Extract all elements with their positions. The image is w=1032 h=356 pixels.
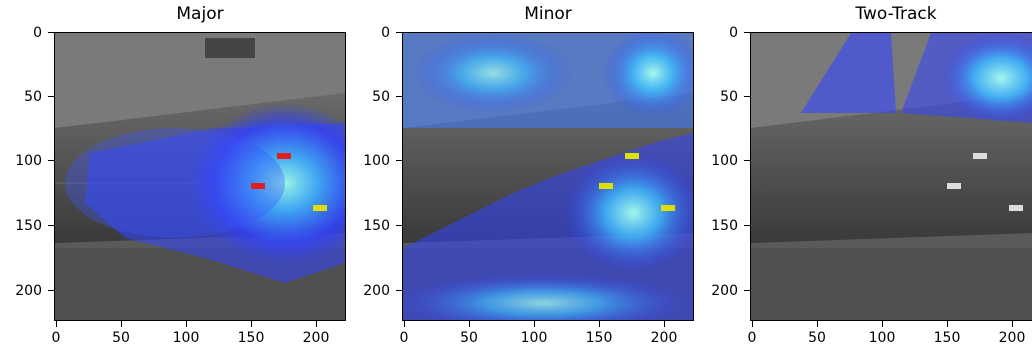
x-tick-label: 0 [51, 330, 61, 346]
x-tick-label: 100 [868, 330, 896, 346]
x-tick-label: 100 [172, 330, 200, 346]
x-tick-label: 50 [460, 330, 478, 346]
y-tick-label: 0 [729, 25, 738, 41]
x-tick-label: 200 [302, 330, 330, 346]
y-tick-label: 200 [711, 283, 738, 299]
x-tick-label: 0 [399, 330, 409, 346]
y-tick-label: 0 [381, 25, 390, 41]
heatmap-image [750, 32, 1032, 321]
y-tick-label: 200 [363, 283, 390, 299]
panel-title: Two-Track [855, 4, 937, 24]
y-tick-label: 150 [15, 218, 42, 234]
y-tick-label: 150 [363, 218, 390, 234]
y-tick-label: 50 [720, 89, 738, 105]
y-tick-label: 50 [372, 89, 390, 105]
panel-title: Minor [524, 4, 572, 24]
y-tick-label: 100 [711, 153, 738, 169]
panel-major: Major [0, 0, 352, 356]
x-tick-label: 150 [933, 330, 961, 346]
x-tick-label: 0 [747, 330, 757, 346]
y-tick-label: 100 [363, 153, 390, 169]
x-tick-label: 100 [520, 330, 548, 346]
x-tick-label: 50 [112, 330, 130, 346]
x-tick-label: 50 [808, 330, 826, 346]
y-tick-label: 0 [33, 25, 42, 41]
y-tick-label: 200 [15, 283, 42, 299]
x-tick-label: 150 [585, 330, 613, 346]
x-tick-label: 200 [650, 330, 678, 346]
panel-title: Major [176, 4, 224, 24]
heatmap-image [54, 32, 346, 321]
panel-two-track: Two-Track [696, 0, 1032, 356]
y-tick-label: 150 [711, 218, 738, 234]
panel-minor: Minor [348, 0, 700, 356]
y-tick-label: 50 [24, 89, 42, 105]
x-tick-label: 150 [237, 330, 265, 346]
y-tick-label: 100 [15, 153, 42, 169]
x-tick-label: 200 [998, 330, 1026, 346]
heatmap-image [402, 32, 694, 321]
